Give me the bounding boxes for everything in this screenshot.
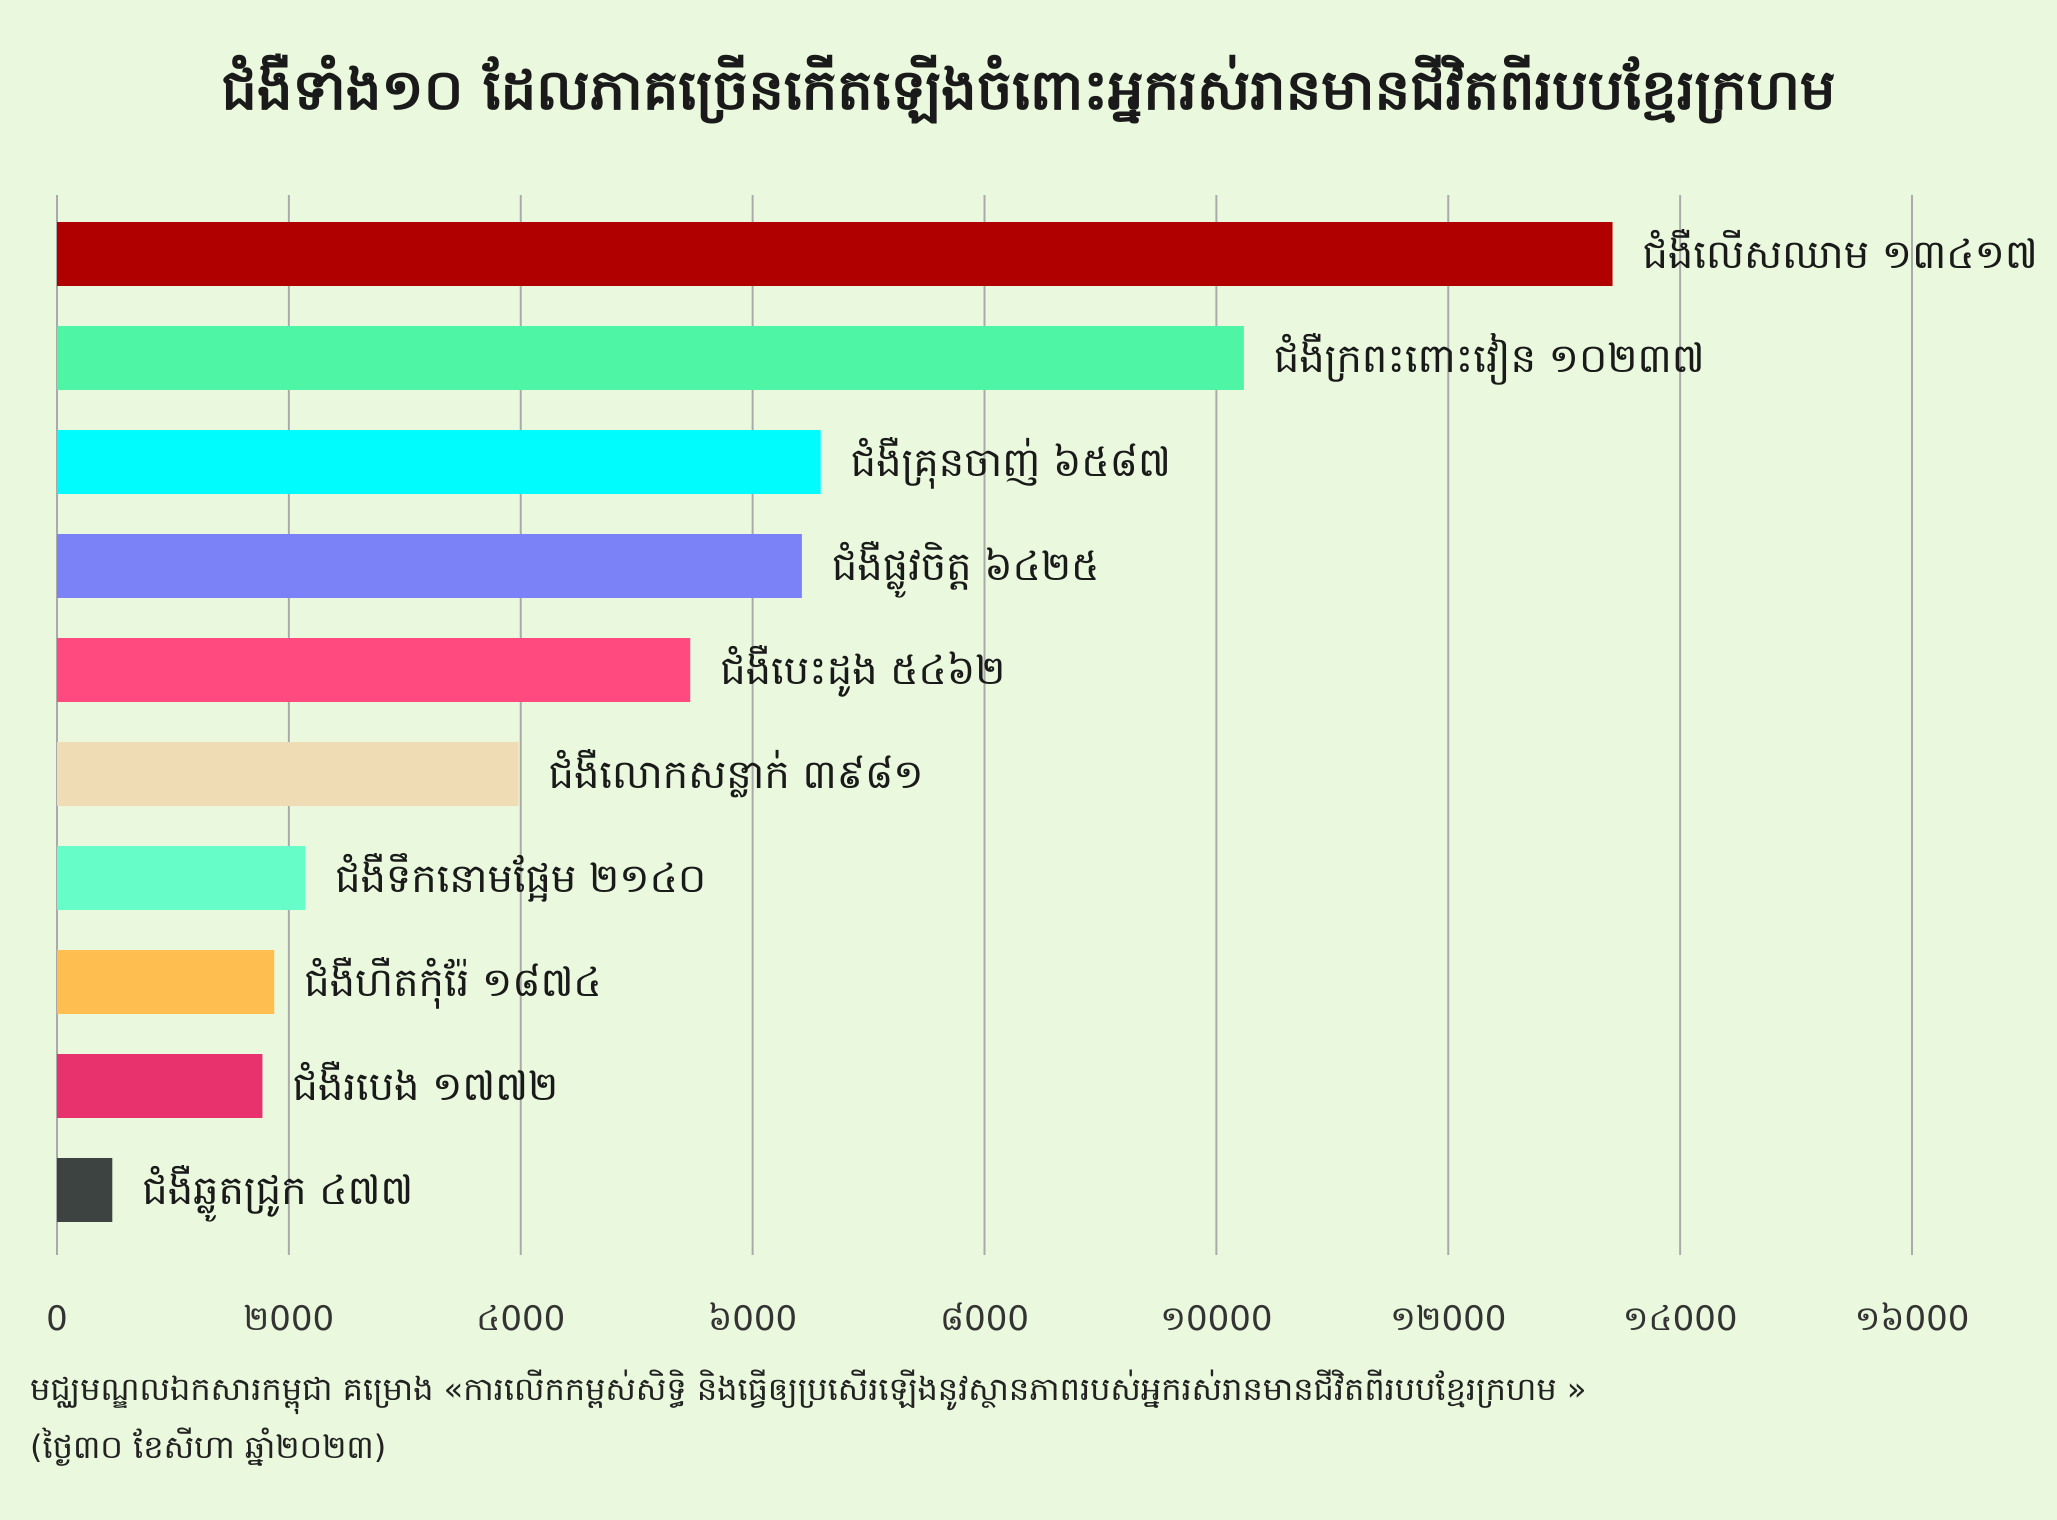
x-tick-label: ៨000 (940, 1299, 1029, 1339)
bar-label: ជំងឺហឺតកុំរ៉ែ ១៨៧៤ (304, 956, 601, 1009)
bar-label: ជំងឺផ្លូវចិត្ត ៦៤២៥ (832, 540, 1100, 598)
source-line-2: (ថ្ងៃ៣០ ខែសីហា ឆ្នាំ២០២៣) (30, 1428, 387, 1466)
x-tick-label: ៤000 (476, 1299, 565, 1339)
source-note: មជ្ឈមណ្ឌលឯកសារកម្ពុជា គម្រោង «ការលើកកម្ព… (30, 1360, 2030, 1476)
bar-label: ជំងឺឆ្លូតជ្រូក ៤៧៧ (142, 1164, 413, 1222)
bar (57, 1054, 263, 1118)
bar (57, 430, 821, 494)
bar (57, 326, 1244, 390)
x-tick-label: 0 (46, 1299, 68, 1339)
x-tick-label: ១៦000 (1855, 1299, 1970, 1339)
x-tick-label: ១២000 (1390, 1299, 1506, 1339)
x-tick-label: ១0000 (1160, 1299, 1272, 1339)
bar (57, 742, 519, 806)
chart-title: ជំងឺទាំង១០ ដែលភាគច្រើនកើតឡើងចំពោះអ្នករស់… (221, 58, 1836, 123)
bar-label: ជំងឺបេះដូង ៥៤៦២ (720, 644, 1005, 697)
bar-label: ជំងឺរបេង ១៧៧២ (292, 1060, 558, 1110)
bar (57, 534, 802, 598)
bar (57, 222, 1613, 286)
x-tick-label: ១៤000 (1623, 1299, 1738, 1339)
bar (57, 638, 691, 702)
bars (57, 222, 1613, 1222)
bar-label: ជំងឺក្រពះពោះវៀន ១០២៣៧ (1274, 332, 1705, 385)
bar (57, 846, 306, 910)
x-tick-label: ២000 (244, 1299, 335, 1339)
bar (57, 950, 275, 1014)
bar-label: ជំងឺទឹកនោមផ្អែម ២១៤០ (335, 852, 706, 902)
x-tick-label: ៦000 (708, 1299, 797, 1339)
x-axis-ticks: 0 ២000 ៤000 ៦000 ៨000 ១0000 ១២000 ១៤000 ១៦000 (46, 1299, 1969, 1339)
bar-label: ជំងឺគ្រុនចាញ់ ៦៥៨៧ (851, 436, 1171, 489)
bar-label: ជំងឺលោកសន្លាក់ ៣៩៨១ (549, 748, 924, 798)
bar (57, 1158, 113, 1222)
source-line-1: មជ្ឈមណ្ឌលឯកសារកម្ពុជា គម្រោង «ការលើកកម្ព… (30, 1370, 1587, 1408)
bar-label: ជំងឺលើសឈាម ១៣៤១៧ (1643, 228, 2038, 278)
